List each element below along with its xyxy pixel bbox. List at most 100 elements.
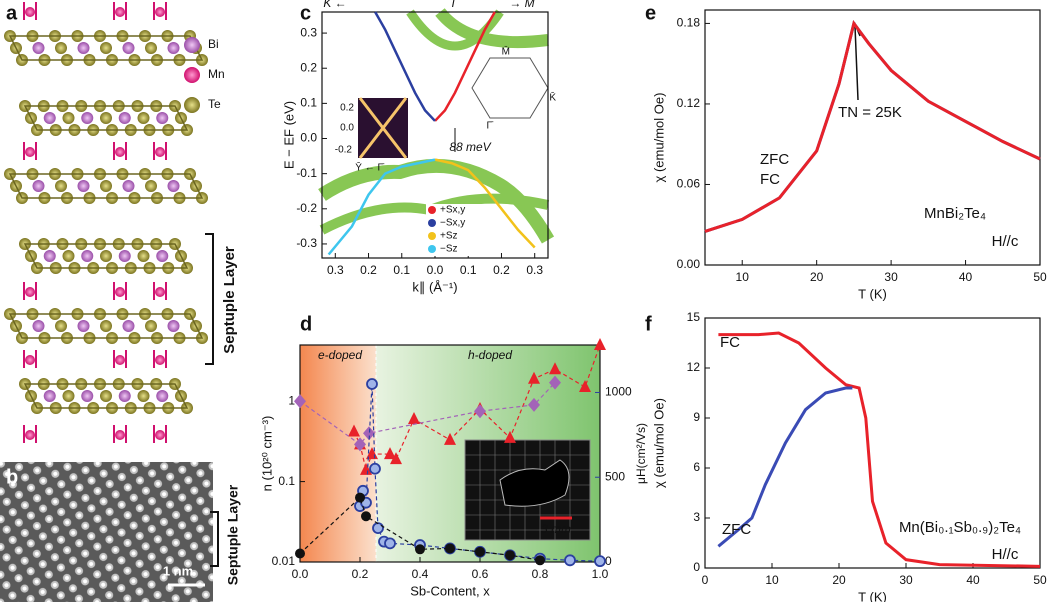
marker	[363, 426, 375, 441]
mn-atom	[25, 355, 35, 365]
marker	[475, 546, 485, 557]
inset-bands	[358, 97, 408, 159]
x-tick-label: 40	[966, 573, 980, 587]
atom	[122, 180, 135, 192]
bracket	[205, 233, 214, 365]
atom	[81, 250, 94, 262]
spin-arrow	[113, 2, 127, 20]
mn-atom	[155, 147, 165, 157]
x-tick-label: 0	[702, 573, 709, 587]
atom	[156, 390, 169, 402]
y-tick-label: 0.3	[300, 25, 317, 39]
atom	[77, 320, 90, 332]
mn-atom	[115, 355, 125, 365]
legend-label: −Sx,y	[440, 218, 465, 229]
marker	[528, 371, 540, 384]
y-tick-label: 0.1	[278, 474, 295, 488]
annotation: K̄ ←	[323, 0, 346, 10]
atom	[77, 180, 90, 192]
atom	[77, 42, 90, 54]
y-axis-label: n (10²⁰ cm⁻³)	[259, 416, 274, 492]
y2-tick-label: 1000	[605, 385, 632, 399]
y-tick-label: 3	[693, 510, 700, 524]
marker	[594, 555, 606, 568]
x-tick-label: 0.2	[352, 567, 369, 581]
atom	[62, 390, 75, 402]
spin-arrow	[113, 425, 127, 443]
legend-box	[426, 230, 484, 243]
series-line	[327, 158, 436, 256]
bulk-band	[406, 9, 504, 51]
legend-atom	[184, 97, 200, 113]
y-tick-label: -0.1	[296, 166, 317, 180]
legend-atom	[184, 67, 200, 83]
y-tick-label: -0.3	[296, 236, 317, 250]
atom	[100, 320, 112, 332]
inset-label: -0.2	[335, 145, 353, 156]
y-axis-label: χ (emu/mol Oe)	[651, 93, 666, 183]
series-line	[374, 11, 436, 122]
mn-atom	[155, 287, 165, 297]
x-tick-label: 50	[1033, 270, 1047, 284]
plot-frame	[704, 9, 1041, 266]
panel-label: c	[300, 2, 311, 24]
atom	[145, 320, 157, 332]
mn-atom	[25, 7, 35, 17]
atom	[118, 112, 131, 124]
marker	[535, 555, 545, 566]
mn-atom	[115, 287, 125, 297]
y-axis-label: E − EF (eV)	[281, 101, 296, 169]
atom	[118, 250, 131, 262]
legend-label: +Sz	[440, 231, 458, 242]
panel-label: a	[6, 2, 18, 24]
atom	[43, 250, 56, 262]
sample	[499, 459, 570, 507]
atom	[81, 112, 94, 124]
y-tick-label: 9	[693, 410, 700, 424]
spin-arrow	[23, 350, 37, 368]
x-axis-label: Sb-Content, x	[410, 583, 490, 598]
atom	[156, 250, 169, 262]
x-axis-label: T (K)	[858, 286, 887, 301]
x-tick-label: 1.0	[592, 567, 609, 581]
marker	[369, 462, 381, 475]
bonds	[8, 173, 204, 199]
annotation: MnBi₂Te₄	[924, 205, 986, 222]
bonds	[23, 105, 189, 131]
atom	[32, 180, 45, 192]
mn-atom	[115, 7, 125, 17]
y2-tick-label: 0	[605, 554, 612, 568]
atom	[100, 250, 112, 262]
marker	[528, 397, 540, 412]
marker	[415, 544, 425, 555]
y-tick-label: 6	[693, 460, 700, 474]
legend-swatch	[428, 219, 436, 227]
atom	[122, 42, 135, 54]
marker	[360, 462, 372, 475]
series-line	[717, 386, 853, 548]
atom	[167, 42, 180, 54]
atom	[167, 180, 180, 192]
inset-label: Ȳ ← Γ̄	[355, 162, 385, 174]
atom	[43, 112, 56, 124]
legend-label: ZFC	[760, 151, 789, 168]
y-tick-label: 0.06	[677, 177, 701, 191]
crystal-structure	[4, 2, 208, 443]
annotation: → M̄	[509, 0, 534, 10]
bonds	[23, 383, 189, 409]
spin-arrow	[153, 282, 167, 300]
marker	[355, 492, 365, 503]
y-tick-label: 0.0	[300, 131, 317, 145]
atom	[100, 42, 112, 54]
mn-atom	[25, 147, 35, 157]
bonds	[8, 313, 204, 339]
annotation: 88 meV	[449, 140, 491, 154]
x-tick-label: 0.6	[472, 567, 489, 581]
atom	[137, 250, 150, 262]
spin-arrow	[23, 282, 37, 300]
marker	[444, 432, 456, 445]
marker	[594, 338, 606, 350]
plot-frame	[704, 317, 1041, 569]
x-tick-label: 20	[810, 270, 824, 284]
atom	[32, 42, 45, 54]
